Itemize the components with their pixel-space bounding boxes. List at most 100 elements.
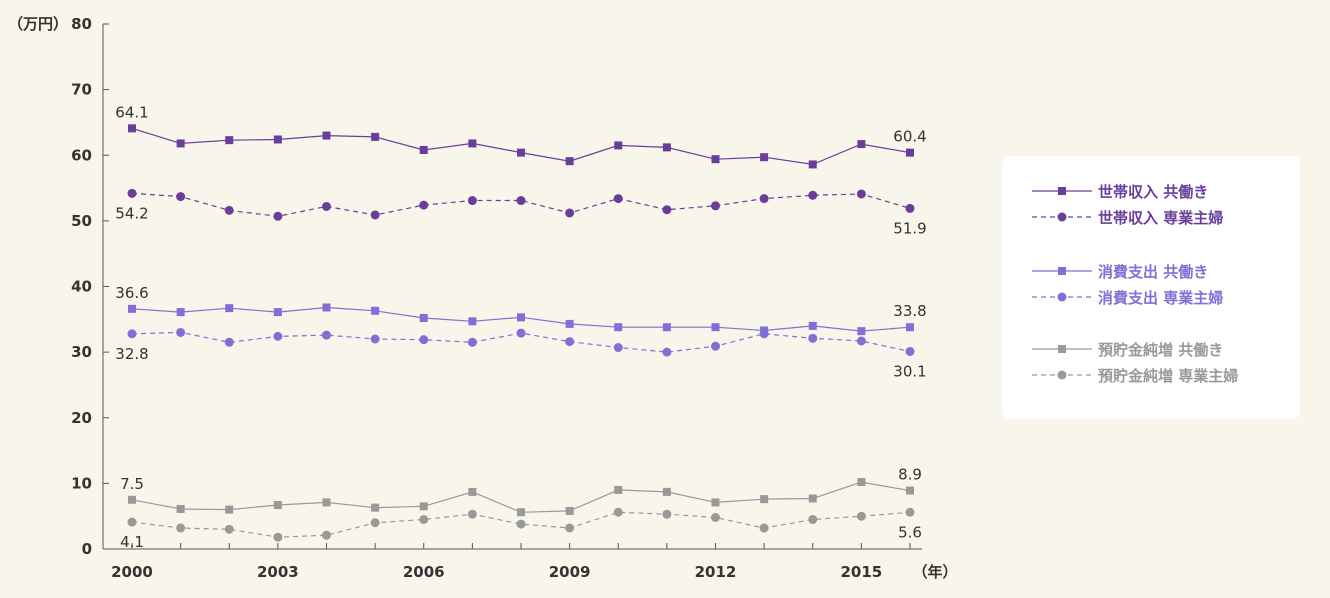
data-point — [176, 192, 186, 202]
x-tick-label: 2015 — [841, 563, 883, 581]
legend-label: 消費支出 専業主婦 — [1098, 288, 1224, 307]
y-tick-label: 40 — [71, 278, 92, 296]
data-point — [517, 508, 525, 517]
data-point — [759, 329, 769, 339]
legend-item: 預貯金純増 共働き — [1032, 338, 1223, 360]
data-point — [711, 341, 720, 351]
data-label: 36.6 — [115, 284, 148, 302]
data-label: 33.8 — [893, 302, 926, 320]
data-point — [127, 517, 137, 527]
data-point — [856, 189, 866, 199]
data-label: 54.2 — [115, 204, 148, 222]
legend-label: 預貯金純増 専業主婦 — [1098, 366, 1239, 385]
y-tick-label: 50 — [71, 212, 92, 230]
data-point — [808, 333, 818, 343]
data-point — [662, 205, 672, 215]
data-point — [371, 503, 380, 512]
y-tick-label: 70 — [71, 81, 92, 99]
legend-label: 消費支出 共働き — [1098, 262, 1209, 281]
data-point — [467, 337, 477, 347]
data-point — [906, 486, 914, 495]
data-point — [468, 487, 477, 496]
data-point — [565, 208, 575, 218]
data-point — [419, 335, 429, 345]
data-point — [176, 139, 185, 148]
data-point — [273, 532, 283, 542]
data-point — [419, 502, 428, 511]
data-point — [662, 323, 671, 332]
data-point — [565, 506, 574, 515]
data-point — [273, 211, 283, 221]
legend-swatch-marker — [1057, 292, 1067, 302]
data-point — [224, 524, 234, 534]
data-point — [176, 327, 186, 337]
legend-swatch — [1032, 345, 1092, 353]
data-point — [808, 321, 817, 330]
data-point — [273, 501, 282, 510]
legend-swatch-marker — [1058, 345, 1066, 353]
data-point — [322, 201, 331, 211]
data-point — [662, 487, 671, 496]
data-label: 64.1 — [115, 103, 148, 121]
data-point — [759, 523, 769, 533]
data-point — [614, 323, 623, 332]
data-point — [808, 494, 817, 503]
data-point — [370, 210, 380, 220]
legend-swatch — [1032, 187, 1092, 195]
data-label: 60.4 — [893, 128, 926, 146]
data-point — [565, 337, 575, 347]
data-point — [905, 346, 915, 356]
data-label: 5.6 — [898, 523, 922, 541]
data-point — [516, 328, 526, 338]
legend-swatch — [1032, 267, 1092, 275]
data-point — [808, 190, 818, 200]
data-point — [516, 519, 526, 529]
data-point — [808, 514, 818, 524]
data-point — [906, 323, 914, 332]
data-point — [225, 505, 234, 514]
data-point — [176, 308, 185, 317]
data-point — [322, 330, 331, 340]
legend-swatch-marker — [1057, 212, 1067, 222]
legend-label: 世帯収入 共働き — [1098, 182, 1209, 201]
data-point — [905, 203, 915, 213]
legend-swatch-marker — [1057, 370, 1067, 380]
data-point — [614, 485, 623, 494]
data-point — [662, 143, 671, 152]
legend-swatch — [1032, 292, 1092, 302]
legend-item: 世帯収入 共働き — [1032, 180, 1208, 202]
data-point — [127, 329, 137, 339]
data-point — [906, 148, 914, 157]
data-point — [127, 188, 137, 198]
data-point — [711, 498, 720, 507]
series-line — [131, 481, 911, 513]
data-point — [467, 509, 477, 519]
y-unit-label: （万円） — [8, 15, 68, 33]
data-point — [224, 205, 234, 215]
data-point — [662, 509, 672, 519]
data-point — [419, 314, 428, 322]
data-point — [711, 323, 720, 332]
data-label: 30.1 — [893, 362, 926, 380]
series-line — [131, 127, 911, 166]
legend-swatch-marker — [1058, 267, 1066, 275]
data-label: 4.1 — [120, 533, 144, 551]
data-point — [905, 507, 915, 517]
legend-item: 世帯収入 専業主婦 — [1032, 206, 1223, 228]
data-point — [856, 511, 866, 521]
x-tick-label: 2009 — [549, 563, 591, 581]
legend-label: 預貯金純増 共働き — [1098, 340, 1224, 359]
data-point — [370, 518, 380, 528]
data-point — [760, 153, 769, 162]
y-tick-label: 60 — [71, 146, 92, 164]
data-point — [176, 523, 186, 533]
data-point — [322, 303, 331, 312]
data-point — [711, 201, 720, 211]
data-point — [614, 141, 623, 150]
data-point — [711, 155, 720, 164]
data-point — [128, 304, 136, 313]
data-point — [565, 523, 575, 533]
data-point — [419, 200, 429, 210]
data-point — [517, 148, 525, 157]
legend-swatch-marker — [1058, 187, 1066, 195]
